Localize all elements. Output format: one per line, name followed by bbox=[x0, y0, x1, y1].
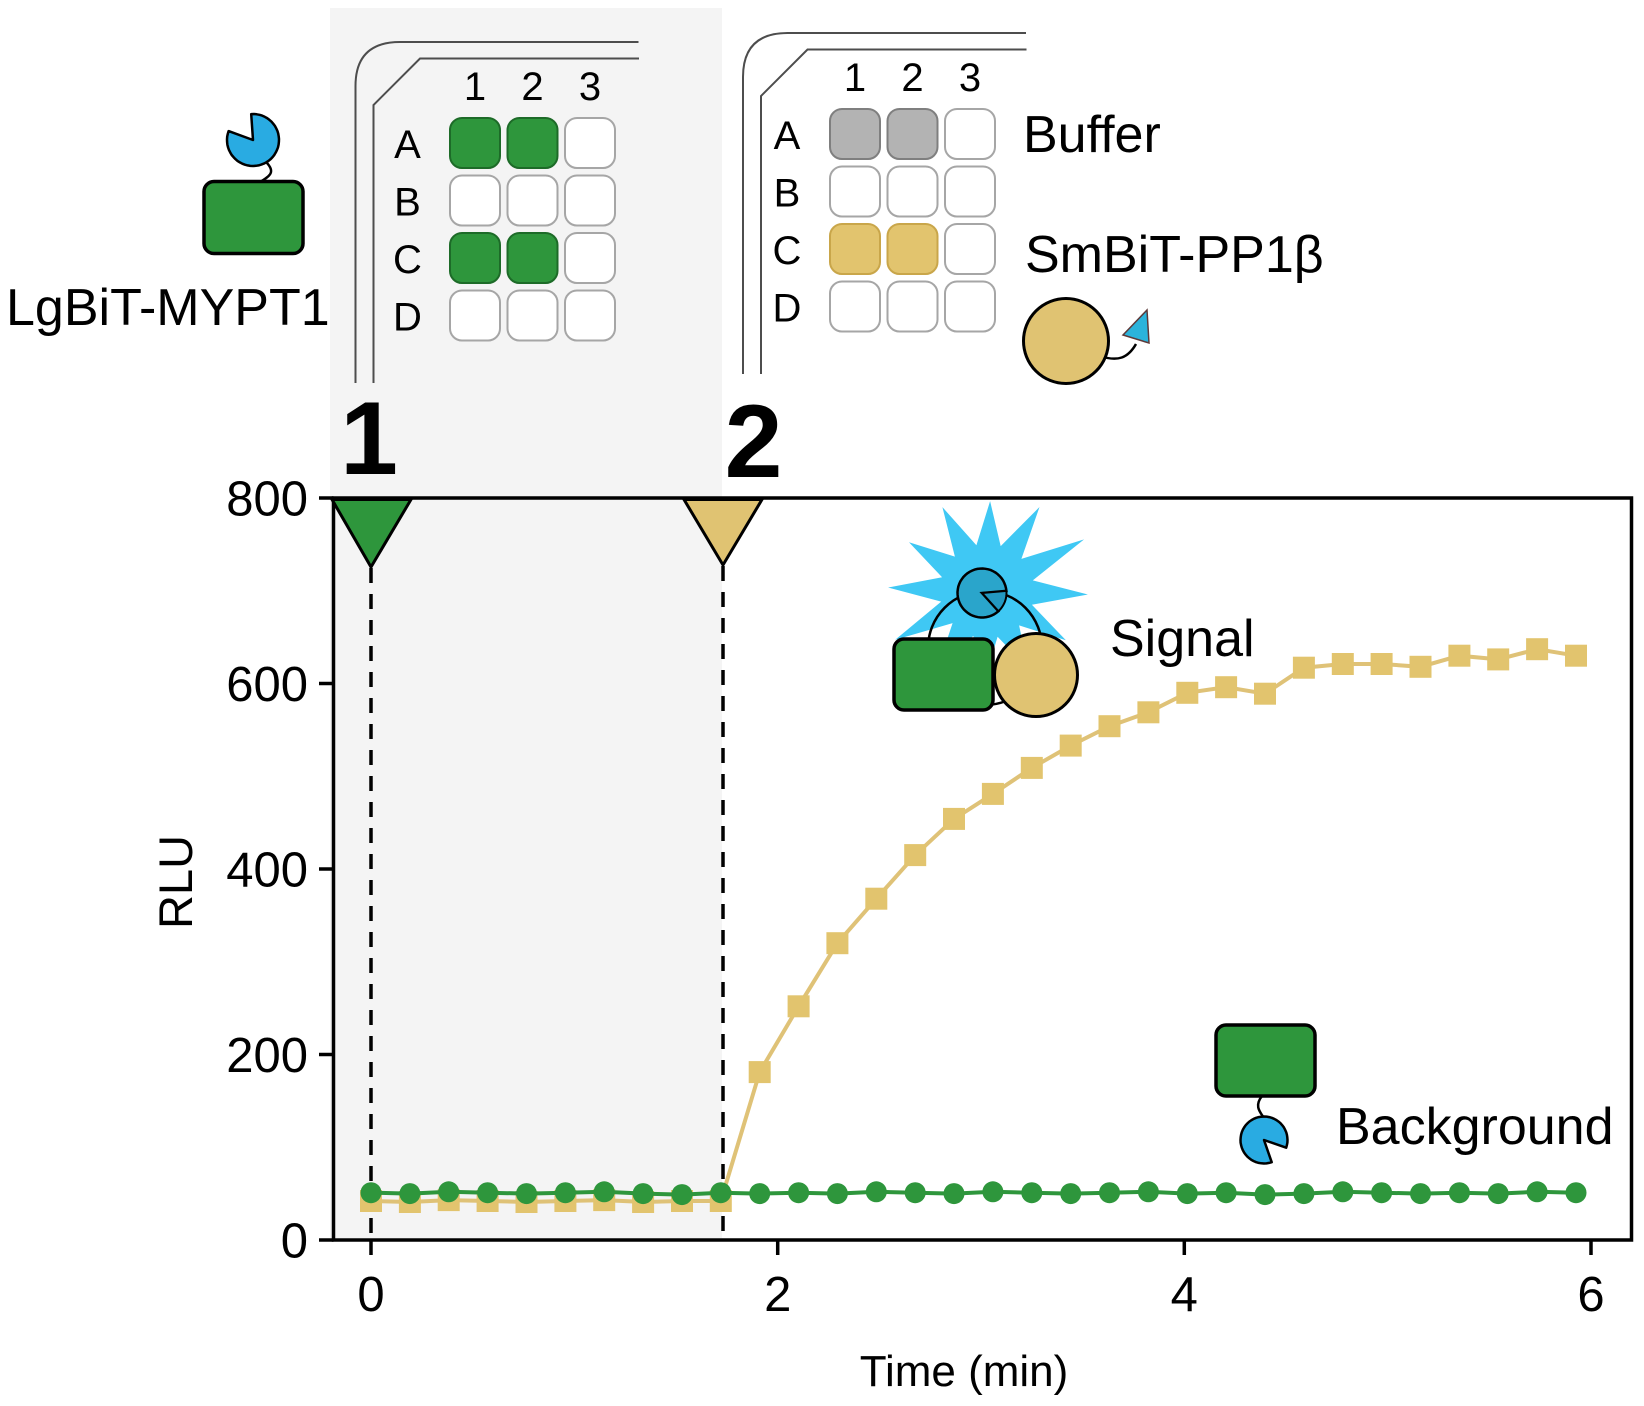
svg-text:3: 3 bbox=[579, 65, 601, 109]
svg-text:C: C bbox=[773, 229, 802, 273]
svg-text:200: 200 bbox=[226, 1029, 308, 1083]
svg-text:D: D bbox=[393, 296, 422, 340]
svg-text:C: C bbox=[393, 238, 422, 282]
svg-text:3: 3 bbox=[959, 56, 981, 100]
svg-text:Buffer: Buffer bbox=[1023, 106, 1161, 164]
svg-text:0: 0 bbox=[281, 1215, 308, 1269]
svg-text:Background: Background bbox=[1336, 1098, 1614, 1156]
svg-text:A: A bbox=[774, 114, 801, 158]
svg-text:SmBiT-PP1β: SmBiT-PP1β bbox=[1025, 226, 1324, 284]
svg-text:4: 4 bbox=[1171, 1268, 1198, 1322]
svg-text:6: 6 bbox=[1577, 1268, 1604, 1322]
svg-text:2: 2 bbox=[725, 384, 783, 500]
svg-text:800: 800 bbox=[226, 473, 308, 527]
svg-text:B: B bbox=[774, 172, 801, 216]
svg-text:400: 400 bbox=[226, 844, 308, 898]
svg-text:B: B bbox=[394, 181, 421, 225]
svg-text:Signal: Signal bbox=[1110, 610, 1255, 668]
svg-text:RLU: RLU bbox=[149, 835, 202, 929]
svg-text:1: 1 bbox=[464, 65, 486, 109]
svg-text:2: 2 bbox=[901, 56, 923, 100]
svg-text:600: 600 bbox=[226, 658, 308, 712]
svg-text:0: 0 bbox=[357, 1268, 384, 1322]
svg-text:LgBiT-MYPT1: LgBiT-MYPT1 bbox=[6, 279, 330, 337]
svg-text:2: 2 bbox=[521, 65, 543, 109]
svg-text:D: D bbox=[773, 287, 802, 331]
svg-text:2: 2 bbox=[764, 1268, 791, 1322]
svg-text:Time (min): Time (min) bbox=[860, 1347, 1069, 1396]
svg-text:1: 1 bbox=[340, 381, 398, 497]
svg-text:A: A bbox=[394, 123, 421, 167]
svg-text:1: 1 bbox=[844, 56, 866, 100]
